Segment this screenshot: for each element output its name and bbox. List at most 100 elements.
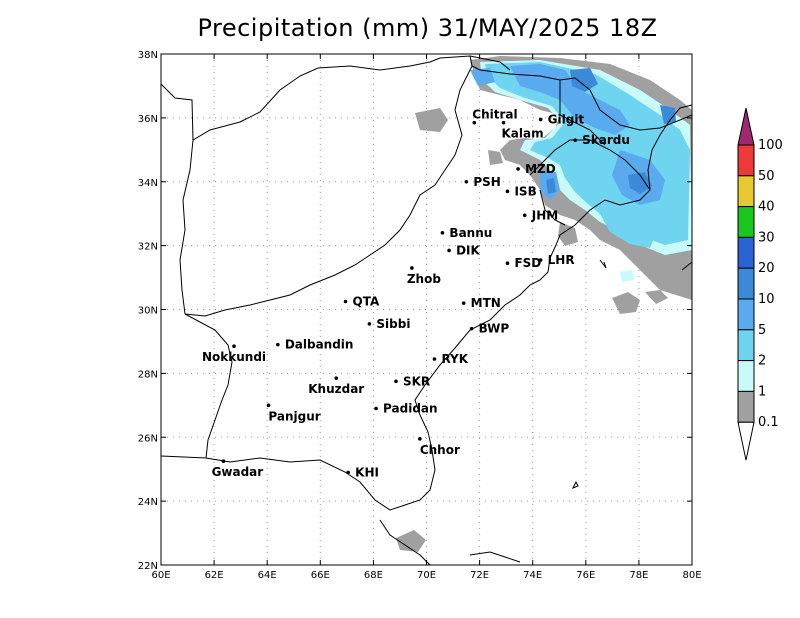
- city-marker: [461, 301, 466, 305]
- map-title: Precipitation (mm) 31/MAY/2025 18Z: [197, 14, 658, 42]
- colorbar-label: 40: [758, 200, 775, 215]
- colorbar-bin: [737, 390, 755, 423]
- precipitation-shading: [396, 56, 692, 552]
- colorbar-label: 100: [758, 138, 783, 153]
- colorbar-bin: [737, 298, 755, 331]
- x-tick-label: 66E: [311, 570, 330, 581]
- city-label: LHR: [548, 253, 575, 267]
- colorbar-bin: [737, 360, 755, 392]
- city-marker: [221, 459, 226, 464]
- city-label: Padidan: [383, 402, 438, 416]
- x-tick-label: 60E: [151, 570, 170, 581]
- city-marker: [522, 213, 527, 218]
- city-marker: [538, 258, 543, 262]
- city-label: PSH: [473, 175, 500, 189]
- colorbar-label: 50: [758, 169, 775, 184]
- city-marker: [418, 437, 422, 441]
- city-label: ISB: [514, 184, 536, 198]
- city-marker: [232, 344, 236, 349]
- y-tick-label: 34N: [138, 178, 158, 189]
- city-label: Panjgur: [268, 409, 320, 423]
- y-tick-label: 38N: [138, 50, 158, 61]
- city-marker: [447, 248, 451, 253]
- x-tick-label: 72E: [470, 570, 489, 581]
- colorbar-label: 1: [758, 384, 766, 399]
- colorbar-bin: [737, 144, 755, 177]
- city-label: Skardu: [582, 133, 630, 147]
- city-marker: [472, 120, 477, 125]
- colorbar-bin: [737, 329, 755, 362]
- city-label: Gilgit: [548, 112, 585, 126]
- colorbar-label: 0.1: [758, 415, 779, 430]
- city-label: FSD: [514, 256, 541, 270]
- y-tick-label: 26N: [138, 433, 158, 444]
- colorbar-cap-bottom: [737, 421, 755, 461]
- x-tick-label: 80E: [682, 570, 701, 581]
- city-label: Bannu: [449, 226, 492, 240]
- city-label: Kalam: [501, 127, 543, 141]
- x-tick-label: 74E: [523, 570, 542, 581]
- colorbar-label: 5: [758, 323, 766, 338]
- city-marker: [334, 376, 339, 380]
- city-label: Zhob: [407, 272, 441, 286]
- colorbar-label: 2: [758, 354, 766, 369]
- city-label: QTA: [353, 295, 380, 309]
- city-marker: [374, 406, 378, 411]
- city-label: JHM: [531, 208, 558, 222]
- y-tick-label: 24N: [138, 497, 158, 508]
- colorbar-bin: [737, 175, 755, 208]
- city-marker: [505, 261, 510, 265]
- city-label: SKR: [403, 374, 430, 388]
- colorbar: 100 50 40 30 20 10 5 2 1 0.1: [737, 107, 783, 461]
- city-marker: [440, 231, 445, 235]
- city-label: MZD: [525, 162, 556, 176]
- city-marker: [469, 326, 474, 331]
- city-marker: [573, 138, 577, 143]
- city-marker: [343, 299, 348, 304]
- city-label: Dalbandin: [285, 338, 354, 352]
- city-label: MTN: [471, 296, 501, 310]
- y-tick-label: 22N: [138, 561, 158, 572]
- city-label: Khuzdar: [308, 382, 364, 396]
- x-tick-label: 64E: [258, 570, 277, 581]
- y-tick-label: 32N: [138, 242, 158, 253]
- city-marker: [276, 342, 280, 347]
- city-marker: [432, 357, 437, 361]
- city-label: DIK: [456, 243, 480, 257]
- x-tick-label: 68E: [364, 570, 383, 581]
- colorbar-cap-top: [737, 107, 755, 146]
- city-marker: [505, 189, 510, 194]
- x-tick-label: 78E: [629, 570, 648, 581]
- city-marker: [538, 117, 543, 122]
- city-label: Sibbi: [376, 317, 410, 331]
- city-marker: [367, 322, 372, 326]
- city-marker: [346, 470, 350, 475]
- city-label: Gwadar: [212, 465, 264, 479]
- city-marker: [266, 403, 271, 408]
- country-borders: [161, 55, 692, 565]
- city-marker: [464, 179, 469, 184]
- colorbar-label: 20: [758, 261, 775, 276]
- y-tick-label: 30N: [138, 306, 158, 317]
- x-tick-label: 70E: [417, 570, 436, 581]
- y-tick-label: 36N: [138, 114, 158, 125]
- x-tick-label: 62E: [205, 570, 224, 581]
- city-marker: [516, 167, 520, 171]
- map-axes: 60E 62E 64E 66E 68E 70E 72E 74E 76E 78E 80E 22N 24N 2…: [138, 50, 702, 581]
- city-markers: Chitral Kalam Gilgit Skardu MZD PSH ISB JHM Bann…: [202, 108, 630, 480]
- city-label: KHI: [355, 465, 379, 479]
- city-marker: [501, 120, 506, 125]
- colorbar-bin: [737, 267, 755, 300]
- x-tick-label: 76E: [576, 570, 595, 581]
- city-label: Chhor: [420, 443, 460, 457]
- city-label: Nokkundi: [202, 350, 266, 364]
- city-label: RYK: [441, 352, 468, 366]
- city-marker: [394, 379, 398, 384]
- city-label: Chitral: [472, 108, 517, 122]
- colorbar-label: 30: [758, 230, 775, 245]
- city-marker: [410, 266, 414, 270]
- city-label: BWP: [479, 322, 510, 336]
- colorbar-bin: [737, 206, 755, 238]
- colorbar-bin: [737, 236, 755, 269]
